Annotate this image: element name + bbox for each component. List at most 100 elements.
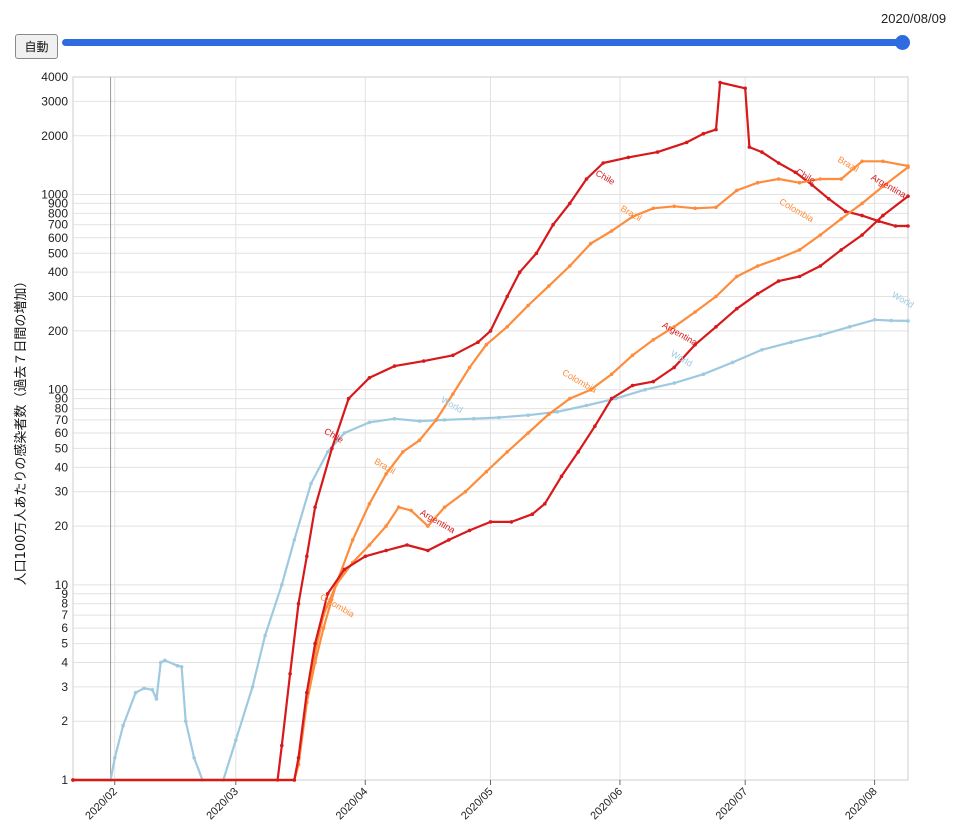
y-tick-label: 2: [61, 714, 68, 728]
data-point-world: [292, 538, 297, 542]
data-point-chile: [843, 209, 848, 214]
data-point-world: [730, 360, 735, 365]
data-point-brazil: [755, 180, 760, 185]
data-point-world: [789, 340, 793, 345]
data-point-colombia: [906, 165, 910, 169]
data-point-chile: [288, 672, 292, 676]
data-point-brazil: [693, 206, 697, 211]
data-point-colombia: [630, 353, 635, 358]
data-point-brazil: [776, 177, 781, 181]
series-label-brazil: Brazil: [619, 203, 643, 223]
data-point-colombia: [797, 248, 802, 252]
data-point-argentina: [693, 342, 697, 347]
y-tick-label: 4000: [41, 70, 68, 84]
y-tick-label: 700: [48, 218, 68, 232]
data-point-chile: [893, 224, 898, 228]
data-point-colombia: [839, 217, 843, 221]
data-point-colombia: [505, 450, 510, 454]
y-axis-label: 人口100万人あたりの感染者数（過去７日間の増加）: [13, 275, 29, 586]
y-tick-label: 9: [61, 587, 68, 601]
data-point-world: [847, 325, 852, 329]
data-point-world: [154, 697, 159, 701]
data-point-chile: [760, 150, 764, 154]
series-line-colombia: [73, 166, 909, 782]
data-point-world: [121, 723, 125, 728]
data-point-argentina: [776, 279, 781, 283]
y-tick-label: 20: [55, 519, 69, 533]
data-point-world: [133, 690, 138, 695]
data-point-brazil: [384, 472, 388, 476]
data-point-world: [113, 756, 117, 760]
y-tick-label: 3000: [41, 94, 68, 108]
y-tick-label: 50: [55, 441, 69, 455]
auto-play-button[interactable]: 自動: [15, 34, 58, 59]
data-point-chile: [776, 161, 781, 165]
data-point-colombia: [651, 338, 656, 342]
data-point-argentina: [305, 690, 309, 695]
y-tick-label: 600: [48, 231, 68, 245]
data-point-brazil: [735, 188, 739, 193]
data-point-world: [818, 333, 823, 338]
data-point-argentina: [313, 641, 317, 646]
data-point-world: [643, 387, 647, 392]
data-point-world: [150, 688, 155, 692]
data-point-brazil: [672, 204, 676, 209]
data-point-argentina: [630, 383, 635, 388]
y-tick-label: 500: [48, 246, 68, 260]
data-point-argentina: [71, 778, 75, 782]
data-point-chile: [488, 329, 493, 333]
series-label-chile: Chile: [594, 168, 617, 187]
data-point-chile: [747, 145, 752, 149]
series-lines: [71, 80, 910, 782]
data-point-argentina: [651, 379, 656, 384]
data-point-argentina: [593, 424, 597, 429]
data-point-argentina: [342, 567, 347, 572]
data-point-chile: [280, 743, 284, 748]
data-point-argentina: [509, 520, 514, 524]
data-point-brazil: [321, 626, 326, 630]
y-tick-label: 800: [48, 206, 68, 220]
data-point-colombia: [672, 325, 676, 329]
data-point-brazil: [630, 214, 635, 219]
data-point-chile: [584, 177, 589, 181]
data-point-argentina: [363, 554, 368, 559]
y-tick-label: 80: [55, 402, 69, 416]
data-point-brazil: [651, 206, 656, 211]
series-label-brazil: Brazil: [836, 154, 860, 174]
data-point-world: [309, 481, 313, 486]
data-point-world: [163, 658, 167, 663]
date-slider-thumb[interactable]: [895, 35, 910, 50]
data-point-argentina: [672, 365, 676, 370]
series-world: [71, 318, 910, 782]
data-point-brazil: [417, 438, 422, 443]
data-point-world: [497, 415, 501, 420]
data-point-world: [872, 318, 877, 322]
data-point-world: [672, 381, 676, 385]
data-point-world: [183, 719, 188, 723]
data-point-world: [584, 403, 589, 408]
data-point-brazil: [609, 229, 614, 233]
data-point-colombia: [396, 505, 401, 510]
data-point-brazil: [467, 365, 472, 370]
data-point-chile: [421, 359, 426, 363]
y-tick-label: 90: [55, 392, 69, 406]
series-label-argentina: Argentina: [869, 172, 907, 200]
x-tick-label: 2020/07: [714, 786, 751, 823]
series-label-world: World: [890, 290, 915, 310]
y-tick-label: 60: [55, 426, 69, 440]
data-point-brazil: [350, 538, 355, 542]
date-slider-track[interactable]: [62, 39, 904, 46]
data-point-argentina: [467, 528, 472, 533]
current-date-label: 2020/08/09: [881, 11, 947, 26]
data-point-chile: [568, 201, 572, 206]
data-point-brazil: [505, 325, 510, 329]
data-point-brazil: [839, 177, 843, 181]
data-point-chile: [826, 197, 831, 201]
data-point-argentina: [735, 306, 739, 311]
data-point-colombia: [735, 274, 739, 279]
data-point-world: [179, 665, 184, 669]
series-label-colombia: Colombia: [778, 197, 816, 225]
y-tick-label: 8: [61, 597, 68, 611]
data-point-chile: [476, 340, 480, 345]
